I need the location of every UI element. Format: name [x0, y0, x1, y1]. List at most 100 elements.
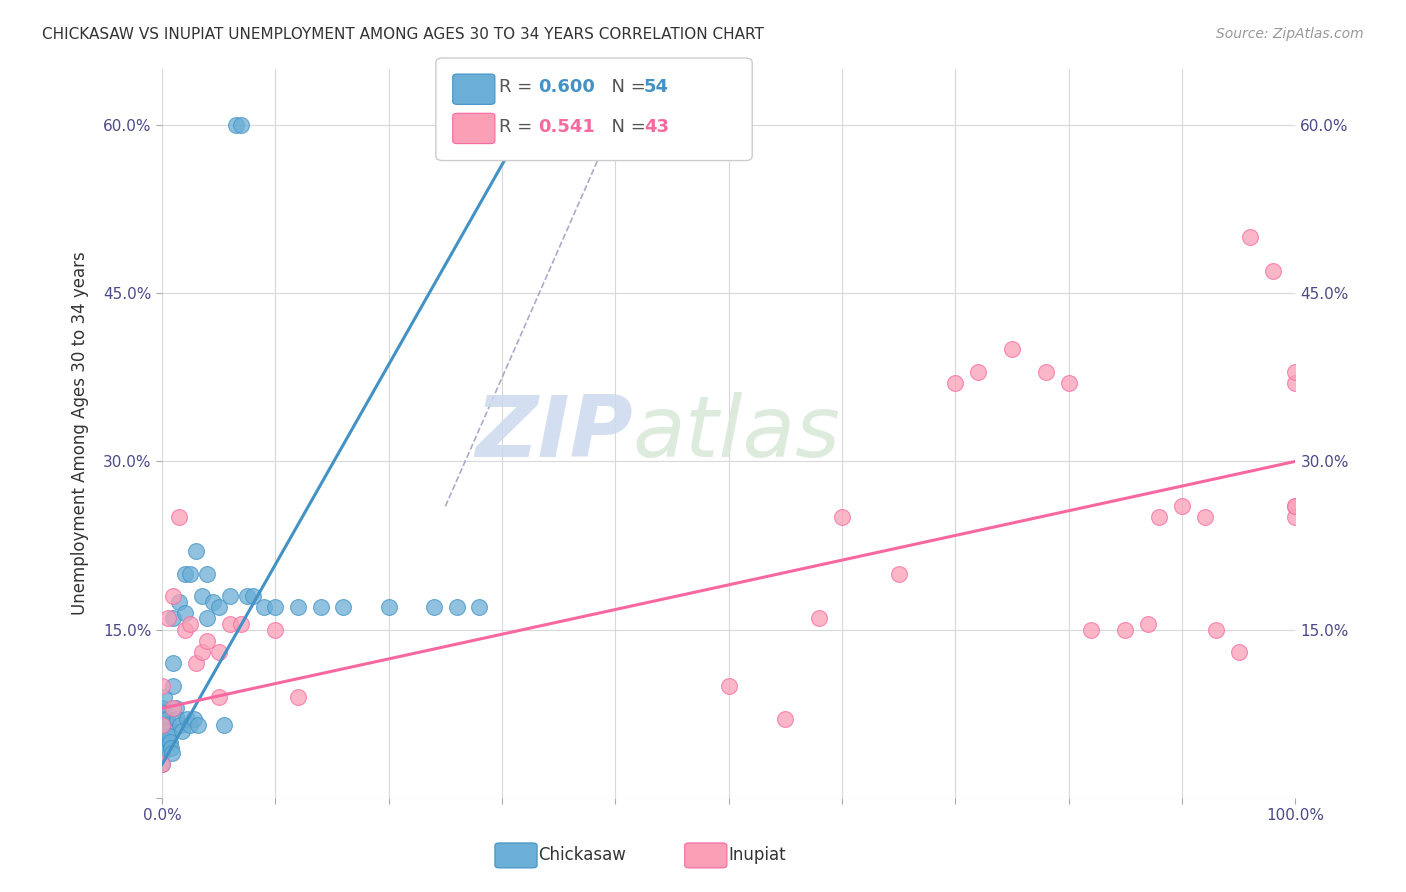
Point	[150, 701, 173, 715]
Point	[195, 566, 218, 581]
Point	[1284, 500, 1306, 514]
Y-axis label: Unemployment Among Ages 30 to 34 years: Unemployment Among Ages 30 to 34 years	[72, 252, 89, 615]
Text: Chickasaw: Chickasaw	[538, 847, 627, 864]
Point	[160, 740, 183, 755]
Point	[253, 600, 276, 615]
Point	[1149, 510, 1171, 524]
Point	[808, 611, 831, 625]
Point	[167, 510, 190, 524]
Point	[287, 600, 309, 615]
Text: Source: ZipAtlas.com: Source: ZipAtlas.com	[1216, 27, 1364, 41]
Point	[231, 617, 253, 632]
Point	[1284, 376, 1306, 390]
Point	[195, 634, 218, 648]
Point	[156, 723, 179, 738]
Text: Inupiat: Inupiat	[728, 847, 786, 864]
Text: R =: R =	[499, 78, 538, 96]
Point	[166, 713, 188, 727]
Point	[162, 611, 184, 625]
Point	[169, 718, 191, 732]
Point	[150, 757, 173, 772]
Point	[423, 600, 446, 615]
Point	[309, 600, 332, 615]
Point	[162, 746, 184, 760]
Point	[202, 594, 225, 608]
Point	[287, 690, 309, 704]
Point	[153, 690, 176, 704]
Point	[1284, 500, 1306, 514]
Point	[1080, 623, 1102, 637]
Point	[173, 566, 195, 581]
Point	[190, 645, 212, 659]
Point	[945, 376, 967, 390]
Point	[173, 623, 195, 637]
Point	[195, 611, 218, 625]
Point	[165, 701, 187, 715]
Point	[162, 589, 184, 603]
Point	[1001, 342, 1024, 356]
Point	[187, 718, 209, 732]
Point	[150, 713, 173, 727]
Point	[219, 617, 242, 632]
Text: 0.600: 0.600	[538, 78, 595, 96]
Point	[150, 718, 173, 732]
Point	[150, 679, 173, 693]
Point	[190, 589, 212, 603]
Point	[208, 690, 231, 704]
Point	[172, 723, 194, 738]
Point	[167, 594, 190, 608]
Point	[214, 718, 236, 732]
Text: N =: N =	[600, 78, 652, 96]
Point	[176, 713, 198, 727]
Point	[219, 589, 242, 603]
Point	[162, 657, 184, 671]
Point	[1171, 500, 1194, 514]
Point	[264, 623, 287, 637]
Point	[184, 544, 207, 558]
Point	[1205, 623, 1227, 637]
Point	[173, 606, 195, 620]
Point	[179, 617, 201, 632]
Text: R =: R =	[499, 118, 544, 136]
Point	[225, 118, 247, 132]
Text: 54: 54	[644, 78, 669, 96]
Text: 43: 43	[644, 118, 669, 136]
Point	[775, 713, 797, 727]
Point	[155, 713, 177, 727]
Point	[1284, 365, 1306, 379]
Text: 0.541: 0.541	[538, 118, 595, 136]
Point	[1057, 376, 1080, 390]
Text: N =: N =	[600, 118, 652, 136]
Point	[157, 729, 180, 743]
Point	[1284, 510, 1306, 524]
Point	[162, 679, 184, 693]
Point	[1035, 365, 1057, 379]
Point	[150, 735, 173, 749]
Point	[156, 611, 179, 625]
Point	[155, 706, 177, 721]
Point	[332, 600, 354, 615]
Point	[236, 589, 259, 603]
Point	[264, 600, 287, 615]
Point	[1194, 510, 1216, 524]
Point	[377, 600, 399, 615]
Point	[150, 723, 173, 738]
Point	[150, 757, 173, 772]
Point	[179, 566, 201, 581]
Point	[159, 735, 181, 749]
Point	[887, 566, 910, 581]
Point	[231, 118, 253, 132]
Point	[468, 600, 491, 615]
Point	[1239, 230, 1261, 244]
Point	[1114, 623, 1136, 637]
Point	[150, 718, 173, 732]
Point	[183, 713, 205, 727]
Point	[1137, 617, 1160, 632]
Point	[717, 679, 740, 693]
Point	[150, 740, 173, 755]
Point	[156, 718, 179, 732]
Point	[150, 746, 173, 760]
Point	[184, 657, 207, 671]
Point	[1261, 263, 1284, 277]
Point	[1227, 645, 1250, 659]
